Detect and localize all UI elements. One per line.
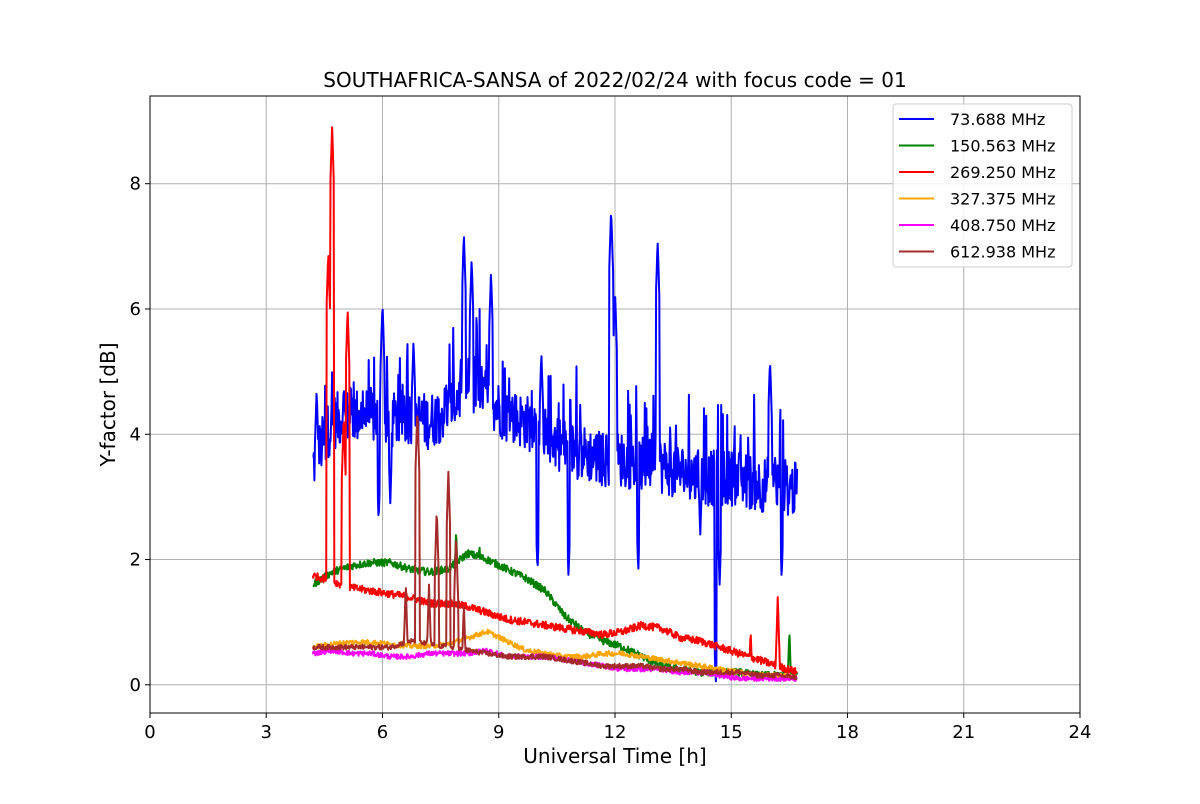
series-line [312, 214, 799, 683]
legend-label: 73.688 MHz [950, 110, 1045, 129]
y-tick-label: 4 [130, 424, 141, 445]
legend-label: 612.938 MHz [950, 243, 1055, 262]
series-lines [311, 126, 799, 683]
x-tick-label: 0 [144, 722, 155, 743]
legend-label: 269.250 MHz [950, 163, 1055, 182]
y-axis-label: Y-factor [dB] [96, 342, 120, 467]
x-tick-label: 6 [377, 722, 388, 743]
x-tick-label: 12 [604, 722, 627, 743]
series-line [311, 126, 798, 676]
legend-label: 327.375 MHz [950, 190, 1055, 209]
series-line [312, 415, 798, 681]
legend-label: 150.563 MHz [950, 137, 1055, 156]
x-tick-label: 21 [952, 722, 975, 743]
x-tick-label: 9 [493, 722, 504, 743]
x-tick-label: 15 [720, 722, 743, 743]
chart-title: SOUTHAFRICA-SANSA of 2022/02/24 with foc… [323, 68, 907, 92]
x-tick-label: 24 [1069, 722, 1092, 743]
x-tick-label: 3 [261, 722, 272, 743]
y-tick-label: 2 [130, 550, 141, 571]
y-tick-label: 0 [130, 675, 141, 696]
legend: 73.688 MHz 150.563 MHz 269.250 MHz 327.375 … [892, 103, 1073, 268]
grid [150, 96, 1080, 713]
y-tick-label: 6 [130, 299, 141, 320]
legend-label: 408.750 MHz [950, 216, 1055, 235]
x-axis-label: Universal Time [h] [523, 744, 706, 768]
series-line [311, 647, 798, 682]
legend-box [892, 103, 1073, 268]
y-tick-label: 8 [130, 174, 141, 195]
x-tick-label: 18 [836, 722, 859, 743]
